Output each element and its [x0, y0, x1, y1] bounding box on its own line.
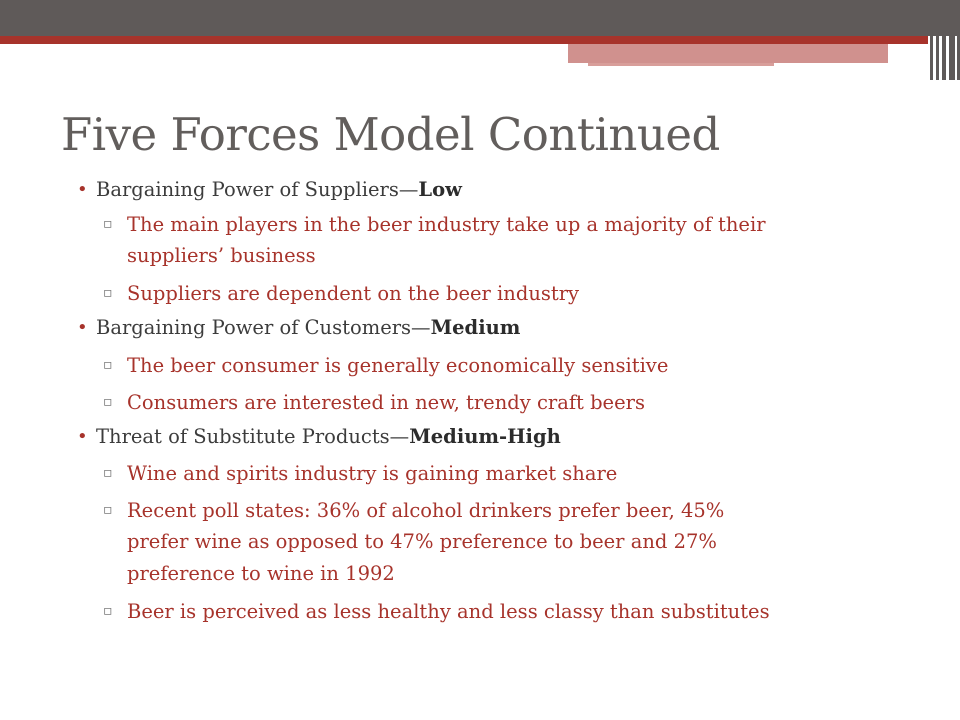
- square-bullet-icon: ▫: [103, 394, 113, 410]
- sub-bullet-item: ▫ The beer consumer is generally economi…: [103, 352, 669, 379]
- sub-bullet-item: ▫ Beer is perceived as less healthy and …: [103, 598, 770, 625]
- sub-bullet-continuation: suppliers’ business: [127, 242, 316, 269]
- bullet-item-suppliers: • Bargaining Power of Suppliers—Low: [77, 176, 462, 203]
- sub-bullet-text: Recent poll states: 36% of alcohol drink…: [127, 499, 725, 522]
- bullet-label: Bargaining Power of Suppliers—: [96, 178, 419, 201]
- sub-bullet-text: suppliers’ business: [127, 244, 316, 267]
- sub-bullet-text: Beer is perceived as less healthy and le…: [127, 600, 770, 623]
- square-bullet-icon: ▫: [103, 216, 113, 232]
- square-bullet-icon: ▫: [103, 285, 113, 301]
- sub-bullet-text: prefer wine as opposed to 47% preference…: [127, 530, 717, 553]
- sub-bullet-text: Suppliers are dependent on the beer indu…: [127, 282, 580, 305]
- sub-bullet-text: Wine and spirits industry is gaining mar…: [127, 462, 618, 485]
- bullet-label: Threat of Substitute Products—: [96, 425, 410, 448]
- header-stripes: [928, 0, 960, 80]
- sub-bullet-text: The main players in the beer industry ta…: [127, 213, 766, 236]
- bullet-rating: Low: [418, 178, 462, 201]
- sub-bullet-continuation: prefer wine as opposed to 47% preference…: [127, 528, 717, 555]
- sub-bullet-item: ▫ Recent poll states: 36% of alcohol dri…: [103, 497, 725, 524]
- sub-bullet-item: ▫ The main players in the beer industry …: [103, 211, 766, 238]
- header-accent-block: [568, 44, 888, 63]
- header-band: [0, 0, 960, 36]
- header-accent-thin-line: [588, 63, 774, 66]
- bullet-item-substitutes: • Threat of Substitute Products—Medium-H…: [77, 423, 561, 450]
- bullet-item-customers: • Bargaining Power of Customers—Medium: [77, 314, 521, 341]
- bullet-rating: Medium-High: [409, 425, 561, 448]
- bullet-dot-icon: •: [77, 426, 88, 447]
- square-bullet-icon: ▫: [103, 502, 113, 518]
- sub-bullet-text: Consumers are interested in new, trendy …: [127, 391, 645, 414]
- bullet-dot-icon: •: [77, 179, 88, 200]
- square-bullet-icon: ▫: [103, 603, 113, 619]
- bullet-dot-icon: •: [77, 317, 88, 338]
- sub-bullet-item: ▫ Suppliers are dependent on the beer in…: [103, 280, 580, 307]
- header-accent-line: [0, 36, 928, 44]
- sub-bullet-item: ▫ Consumers are interested in new, trend…: [103, 389, 645, 416]
- bullet-label: Bargaining Power of Customers—: [96, 316, 431, 339]
- bullet-rating: Medium: [430, 316, 521, 339]
- slide-title: Five Forces Model Continued: [61, 108, 720, 161]
- sub-bullet-continuation: preference to wine in 1992: [127, 560, 395, 587]
- square-bullet-icon: ▫: [103, 465, 113, 481]
- sub-bullet-text: The beer consumer is generally economica…: [127, 354, 669, 377]
- sub-bullet-text: preference to wine in 1992: [127, 562, 395, 585]
- square-bullet-icon: ▫: [103, 357, 113, 373]
- sub-bullet-item: ▫ Wine and spirits industry is gaining m…: [103, 460, 618, 487]
